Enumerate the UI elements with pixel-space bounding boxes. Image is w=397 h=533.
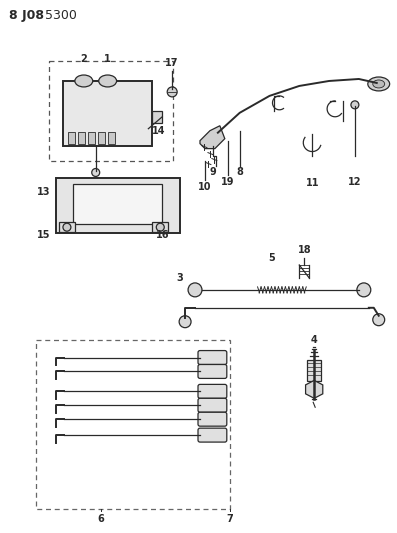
Bar (63, 81, 152, 146)
Circle shape (373, 314, 385, 326)
FancyBboxPatch shape (198, 365, 227, 378)
Text: 13: 13 (37, 188, 51, 197)
Circle shape (63, 223, 71, 231)
Text: 5: 5 (268, 253, 275, 263)
Text: 15: 15 (37, 230, 51, 240)
Circle shape (167, 87, 177, 97)
Ellipse shape (99, 75, 117, 87)
FancyBboxPatch shape (198, 384, 227, 398)
Text: 3: 3 (177, 273, 183, 283)
Text: 14: 14 (152, 126, 166, 136)
Bar (152, 222, 168, 232)
Polygon shape (306, 381, 323, 398)
Text: 5300: 5300 (45, 9, 77, 22)
FancyBboxPatch shape (198, 428, 227, 442)
Text: 16: 16 (156, 230, 169, 240)
Circle shape (92, 168, 100, 176)
Ellipse shape (373, 80, 385, 88)
Text: 1: 1 (104, 54, 111, 64)
Ellipse shape (75, 75, 93, 87)
Circle shape (188, 283, 202, 297)
Bar (88, 132, 95, 144)
Text: 12: 12 (348, 177, 362, 188)
FancyBboxPatch shape (198, 398, 227, 412)
Bar (56, 179, 180, 233)
Bar (152, 111, 162, 123)
Text: 7: 7 (226, 514, 233, 524)
Bar (49, 61, 173, 160)
Text: 6: 6 (97, 514, 104, 524)
Text: 8 J08: 8 J08 (10, 9, 44, 22)
FancyBboxPatch shape (198, 351, 227, 365)
Text: 8: 8 (236, 167, 243, 177)
Bar (98, 132, 105, 144)
Bar (59, 222, 75, 232)
Text: 2: 2 (81, 54, 87, 64)
Bar (36, 340, 230, 508)
Text: 11: 11 (305, 179, 319, 189)
Bar (307, 360, 321, 382)
Bar (68, 132, 75, 144)
Text: 17: 17 (166, 58, 179, 68)
Text: 18: 18 (297, 245, 311, 255)
Bar (73, 184, 162, 224)
Circle shape (156, 223, 164, 231)
Ellipse shape (368, 77, 389, 91)
Bar (108, 132, 115, 144)
Text: 4: 4 (311, 335, 318, 345)
Text: 19: 19 (221, 177, 235, 188)
Text: 9: 9 (210, 167, 216, 177)
Circle shape (357, 283, 371, 297)
Text: 10: 10 (198, 182, 212, 192)
FancyBboxPatch shape (198, 412, 227, 426)
Polygon shape (200, 126, 225, 149)
Bar (78, 132, 85, 144)
Circle shape (179, 316, 191, 328)
Circle shape (351, 101, 359, 109)
